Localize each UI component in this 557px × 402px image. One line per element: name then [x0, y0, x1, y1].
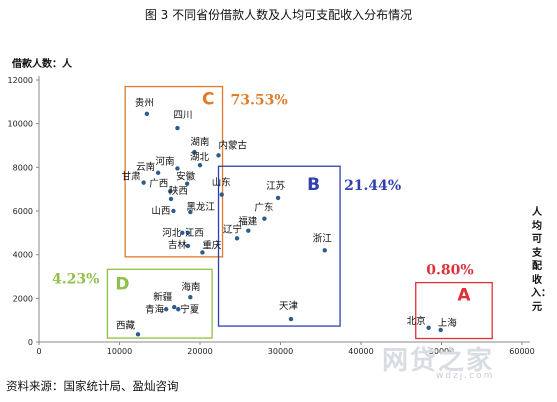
data-point: [168, 189, 173, 194]
point-label: 山东: [212, 177, 231, 189]
point-label: 北京: [407, 315, 426, 327]
data-point: [141, 180, 146, 185]
point-label: 湖南: [190, 136, 209, 148]
point-label: 湖北: [190, 152, 210, 163]
data-point: [185, 230, 191, 236]
point-label: 宁夏: [180, 303, 200, 315]
data-point: [175, 125, 180, 131]
data-point: [216, 153, 221, 158]
data-point: [288, 316, 294, 322]
data-point: [172, 304, 177, 310]
point-label: 海南: [181, 281, 200, 293]
point-label: 上海: [438, 317, 458, 329]
point-label: 西藏: [116, 319, 136, 331]
data-point: [192, 149, 197, 155]
data-point: [135, 332, 141, 337]
point-label: 重庆: [202, 239, 222, 251]
data-point: [200, 250, 205, 255]
point-label: 广东: [254, 202, 273, 214]
x-tick-label: 20000: [187, 347, 212, 356]
group-d-box: [106, 268, 213, 339]
group-a-box: [415, 281, 493, 340]
x-tick-label: 60000: [509, 347, 534, 356]
point-label: 吉林: [168, 239, 188, 251]
group-b-box: [217, 165, 341, 327]
data-point: [168, 196, 174, 202]
group-c-box: [124, 85, 224, 258]
x-tick-label: 10000: [107, 347, 132, 356]
source-note: 资料来源：国家统计局、盈灿咨询: [6, 379, 179, 393]
data-point: [163, 307, 169, 312]
y-tick-label: 8000: [13, 163, 33, 172]
data-point: [144, 111, 150, 117]
data-point: [188, 209, 193, 215]
group-c-letter: C: [202, 90, 214, 110]
group-d-share: 4.23%: [52, 271, 99, 287]
data-point: [184, 181, 190, 186]
point-label: 福建: [238, 216, 258, 228]
point-label: 内蒙古: [219, 139, 248, 151]
data-point: [180, 230, 185, 236]
point-label: 新疆: [153, 291, 173, 303]
chart-title: 图 3 不同省份借款人数及人均可支配收入分布情况: [144, 8, 413, 22]
y-tick-label: 4000: [13, 251, 33, 260]
data-point: [171, 208, 176, 214]
point-label: 江苏: [266, 180, 286, 192]
point-label: 广西: [149, 177, 168, 189]
group-b-letter: B: [307, 175, 320, 195]
data-point: [426, 325, 431, 331]
point-label: 辽宁: [223, 223, 242, 235]
data-point: [176, 307, 181, 312]
data-point: [219, 192, 224, 197]
group-d-letter: D: [115, 274, 129, 294]
x-axis-label: 人均可支配收入：元: [531, 207, 551, 313]
point-label: 安徽: [176, 171, 196, 183]
data-point: [155, 170, 161, 175]
group-b-share: 21.44%: [344, 178, 401, 194]
data-point: [197, 162, 203, 168]
data-point: [175, 166, 180, 171]
point-label: 山西: [151, 206, 170, 217]
group-a-letter: A: [457, 286, 471, 306]
x-tick-label: 0: [36, 347, 41, 356]
point-label: 四川: [173, 110, 192, 121]
group-a-share: 0.80%: [426, 263, 473, 279]
y-axis-label: 借款人数：人: [12, 59, 72, 70]
group-c-share: 73.53%: [231, 93, 288, 109]
data-point: [438, 327, 443, 333]
point-label: 青海: [145, 303, 165, 315]
point-label: 陕西: [169, 185, 188, 197]
point-label: 河北: [162, 227, 182, 239]
y-tick-label: 0: [28, 338, 33, 347]
point-label: 甘肃: [122, 171, 141, 183]
data-point: [322, 248, 327, 253]
point-label: 浙江: [313, 232, 333, 244]
watermark-url: wdzj.com: [436, 371, 495, 381]
y-tick-label: 2000: [13, 294, 33, 303]
point-label: 江西: [185, 228, 204, 239]
data-point: [234, 236, 240, 241]
x-tick-label: 30000: [268, 347, 293, 356]
x-tick-label: 40000: [348, 347, 373, 356]
data-point: [188, 295, 193, 300]
data-point: [246, 228, 251, 233]
y-tick-label: 6000: [13, 207, 33, 216]
point-label: 黑龙江: [186, 201, 215, 213]
data-point: [262, 216, 267, 221]
data-point: [185, 243, 191, 249]
watermark-logo: 网贷之家: [382, 346, 495, 376]
point-label: 贵州: [135, 97, 154, 109]
y-tick-label: 12000: [8, 76, 33, 85]
point-label: 天津: [279, 301, 299, 312]
point-label: 河南: [155, 155, 174, 167]
x-tick-label: 50000: [429, 347, 454, 356]
y-tick-label: 10000: [8, 120, 33, 129]
point-label: 云南: [136, 161, 155, 173]
data-point: [275, 195, 281, 201]
